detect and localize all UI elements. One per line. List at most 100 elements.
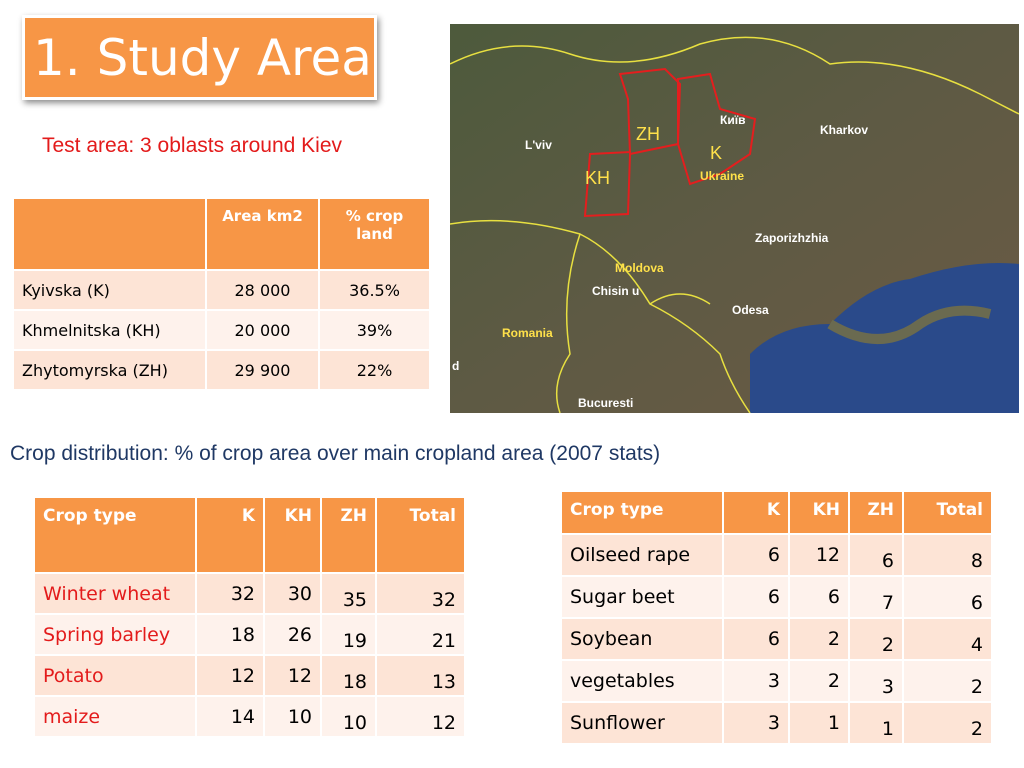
header-cell: Total	[902, 490, 993, 535]
table-cell: 21	[375, 613, 466, 656]
table-cell: Potato	[33, 654, 197, 697]
header-cell	[12, 197, 207, 271]
table-cell: 12	[788, 533, 850, 577]
table-cell: 6	[722, 575, 790, 619]
table-cell: 6	[722, 617, 790, 661]
table-cell: 19	[320, 613, 377, 656]
table-cell: 14	[195, 695, 265, 738]
map-label: K	[710, 143, 722, 163]
map-label: KH	[585, 168, 610, 188]
table-cell: 22%	[318, 349, 431, 391]
table-cell: 18	[195, 613, 265, 656]
table-cell: 18	[320, 654, 377, 697]
table-row: Kyivska (K) 28 000 36.5%	[12, 269, 431, 311]
table-row: Winter wheat 32 30 35 32	[33, 572, 466, 615]
table-cell: Spring barley	[33, 613, 197, 656]
table-cell: 26	[263, 613, 322, 656]
table-cell: 12	[263, 654, 322, 697]
table-cell: 2	[902, 659, 993, 703]
table-cell: 2	[788, 617, 850, 661]
map-label: Bucuresti	[578, 396, 633, 410]
header-cell: % crop land	[318, 197, 431, 271]
table-cell: 1	[788, 701, 850, 745]
table-cell: 6	[788, 575, 850, 619]
table-cell: 30	[263, 572, 322, 615]
table-cell: Kyivska (K)	[12, 269, 207, 311]
map-label: Київ	[720, 113, 745, 127]
header-row: Area km2% crop land	[12, 197, 431, 271]
map: L'viv ZH Київ K KH Ukraine Kharkov Zaporizhzhia…	[450, 24, 1019, 413]
table-cell: 6	[722, 533, 790, 577]
table-cell: 2	[788, 659, 850, 703]
map-label: Chisin u	[592, 284, 639, 298]
header-cell: ZH	[320, 496, 377, 574]
map-label: Kharkov	[820, 123, 868, 137]
table-cell: 20 000	[205, 309, 320, 351]
table-cell: vegetables	[560, 659, 724, 703]
header-cell: Total	[375, 496, 466, 574]
header-row: Crop type K KH ZH Total	[560, 490, 993, 535]
map-label: L'viv	[525, 138, 552, 152]
table-cell: 12	[375, 695, 466, 738]
header-cell: Crop type	[560, 490, 724, 535]
map-label: Zaporizhzhia	[755, 231, 829, 245]
table-cell: 3	[848, 659, 904, 703]
table-cell: 32	[375, 572, 466, 615]
table-cell: 3	[722, 701, 790, 745]
table-cell: 28 000	[205, 269, 320, 311]
table-cell: 8	[902, 533, 993, 577]
table-row: Potato 12 12 18 13	[33, 654, 466, 697]
map-label: Ukraine	[700, 169, 744, 183]
table-row: Sugar beet 6 6 7 6	[560, 575, 993, 619]
table-cell: Zhytomyrska (ZH)	[12, 349, 207, 391]
table-cell: 36.5%	[318, 269, 431, 311]
table-cell: 29 900	[205, 349, 320, 391]
crimea	[827, 305, 992, 344]
table-cell: Oilseed rape	[560, 533, 724, 577]
table-cell: Sunflower	[560, 701, 724, 745]
crop-table-2: Crop type K KH ZH Total Oilseed rape 6 12 6 8 Suga…	[560, 490, 993, 745]
table-cell: 10	[320, 695, 377, 738]
table-cell: 12	[195, 654, 265, 697]
table-cell: Khmelnitska (KH)	[12, 309, 207, 351]
table-row: Spring barley 18 26 19 21	[33, 613, 466, 656]
area-table: Area km2% crop land Kyivska (K) 28 000 36.5…	[12, 197, 431, 391]
table-cell: 39%	[318, 309, 431, 351]
table-row: Oilseed rape 6 12 6 8	[560, 533, 993, 577]
map-label: Odesa	[732, 303, 769, 317]
header-cell: KH	[263, 496, 322, 574]
oblast-k	[677, 72, 757, 186]
table-row: Sunflower 3 1 1 2	[560, 701, 993, 745]
table-cell: 6	[848, 533, 904, 577]
map-label: ZH	[636, 124, 660, 144]
table-cell: Winter wheat	[33, 572, 197, 615]
table-cell: 13	[375, 654, 466, 697]
header-cell: K	[722, 490, 790, 535]
table-row: vegetables 3 2 3 2	[560, 659, 993, 703]
caption: Crop distribution: % of crop area over m…	[10, 442, 661, 465]
header-cell: K	[195, 496, 265, 574]
header-row: Crop type K KH ZH Total	[33, 496, 466, 574]
oblast-kh	[583, 150, 631, 218]
table-row: Soybean 6 2 2 4	[560, 617, 993, 661]
table-cell: maize	[33, 695, 197, 738]
table-cell: 35	[320, 572, 377, 615]
table-cell: 2	[848, 617, 904, 661]
table-cell: Soybean	[560, 617, 724, 661]
table-cell: 4	[902, 617, 993, 661]
header-cell: ZH	[848, 490, 904, 535]
table-cell: 7	[848, 575, 904, 619]
map-label: Romania	[502, 326, 553, 340]
slide-title: 1. Study Area	[22, 15, 377, 100]
subtitle: Test area: 3 oblasts around Kiev	[42, 134, 343, 157]
map-label: d	[452, 359, 459, 373]
table-row: Khmelnitska (KH) 20 000 39%	[12, 309, 431, 351]
crop-table-1: Crop type K KH ZH Total Winter wheat 32 30 35 32 S…	[33, 496, 466, 738]
table-cell: 6	[902, 575, 993, 619]
header-cell: KH	[788, 490, 850, 535]
table-row: maize 14 10 10 12	[33, 695, 466, 738]
table-cell: 32	[195, 572, 265, 615]
table-cell: 10	[263, 695, 322, 738]
header-cell: Crop type	[33, 496, 197, 574]
